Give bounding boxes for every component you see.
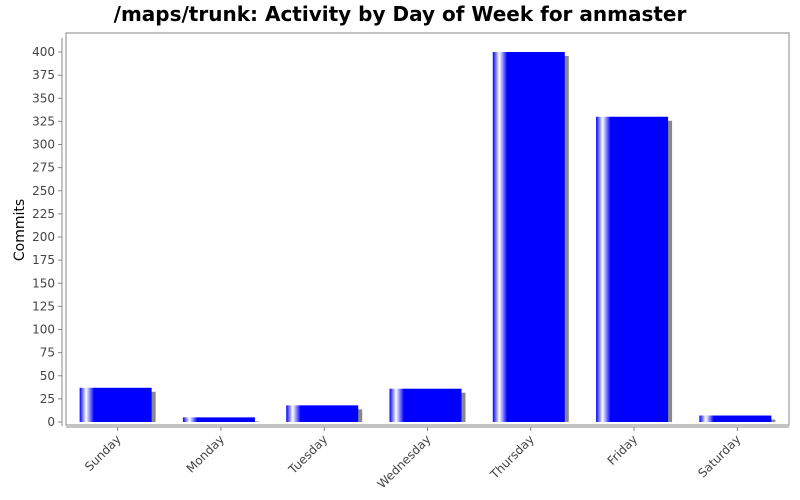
bar-friday (596, 116, 669, 422)
bars (79, 52, 776, 422)
y-tick-label: 175 (32, 253, 55, 267)
y-tick-label: 25 (40, 392, 55, 406)
y-tick-label: 300 (32, 138, 55, 152)
bar-saturday (699, 415, 772, 422)
bar-sunday (79, 387, 152, 422)
x-tick-label: Sunday (82, 432, 124, 474)
bar-monday (182, 417, 255, 422)
y-tick-label: 250 (32, 184, 55, 198)
x-axis: Sunday Monday Tuesday Wednesday Thursday Frid… (66, 426, 789, 491)
y-tick-label: 50 (40, 369, 55, 383)
bar-tuesday (286, 405, 359, 422)
x-tick-label: Friday (605, 432, 641, 468)
x-tick-label: Thursday (487, 432, 537, 482)
y-tick-label: 100 (32, 323, 55, 337)
x-tick-label: Saturday (695, 432, 743, 480)
chart-title: /maps/trunk: Activity by Day of Week for… (113, 2, 687, 26)
y-tick-label: 0 (47, 415, 55, 429)
x-tick-label: Monday (184, 432, 227, 475)
bar-thursday (492, 52, 565, 422)
y-tick-label: 275 (32, 161, 55, 175)
y-tick-label: 125 (32, 299, 55, 313)
plot-area (65, 32, 790, 426)
y-tick-label: 75 (40, 346, 55, 360)
y-tick-label: 150 (32, 276, 55, 290)
y-tick-label: 375 (32, 68, 55, 82)
y-tick-label: 350 (32, 91, 55, 105)
x-tick-label: Tuesday (285, 432, 330, 477)
x-tick-label: Wednesday (375, 432, 434, 491)
y-tick-label: 225 (32, 207, 55, 221)
y-axis-title: Commits (12, 199, 28, 261)
y-axis: 0 25 50 75 100 125 150 175 200 225 250 275 300 325 350… (32, 38, 63, 429)
bar-wednesday (389, 388, 462, 422)
y-tick-label: 200 (32, 230, 55, 244)
y-tick-label: 325 (32, 114, 55, 128)
y-tick-label: 400 (32, 45, 55, 59)
